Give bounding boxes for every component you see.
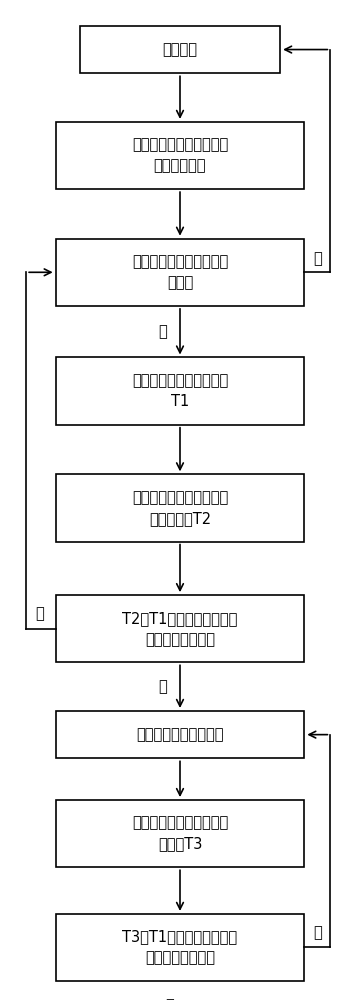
Text: 制冷间室进入高温模式: 制冷间室进入高温模式 <box>136 727 224 742</box>
Text: 是: 是 <box>158 324 167 339</box>
Text: T3与T1的差值是否大于或
等于第二预设温度: T3与T1的差值是否大于或 等于第二预设温度 <box>122 929 238 965</box>
Text: 是: 是 <box>313 925 322 940</box>
Bar <box>80 26 280 73</box>
Bar <box>55 122 305 189</box>
Bar <box>55 595 305 662</box>
Text: 否: 否 <box>313 251 322 266</box>
Text: 否: 否 <box>165 998 174 1000</box>
Text: T2与T1的差值是否大于或
等于第一预设温度: T2与T1的差值是否大于或 等于第一预设温度 <box>122 611 238 647</box>
Bar <box>55 357 305 425</box>
Text: 否: 否 <box>36 606 44 621</box>
Text: 记录制冷间室正常模式开
机和停机时长: 记录制冷间室正常模式开 机和停机时长 <box>132 137 228 173</box>
Text: 检测制冷间室是否处于开
门状态: 检测制冷间室是否处于开 门状态 <box>132 254 228 290</box>
Bar <box>55 800 305 867</box>
Bar <box>55 474 305 542</box>
Bar <box>55 914 305 981</box>
Text: 第二预设时长后获取第三
温度值T3: 第二预设时长后获取第三 温度值T3 <box>132 816 228 852</box>
Text: 是: 是 <box>158 679 167 694</box>
Bar <box>55 239 305 306</box>
Bar <box>55 711 305 758</box>
Text: 正常模式: 正常模式 <box>162 42 198 57</box>
Text: 获取此时间室第一温度值
T1: 获取此时间室第一温度值 T1 <box>132 373 228 409</box>
Text: 关门第一预设时长后获取
第二温度值T2: 关门第一预设时长后获取 第二温度值T2 <box>132 490 228 526</box>
